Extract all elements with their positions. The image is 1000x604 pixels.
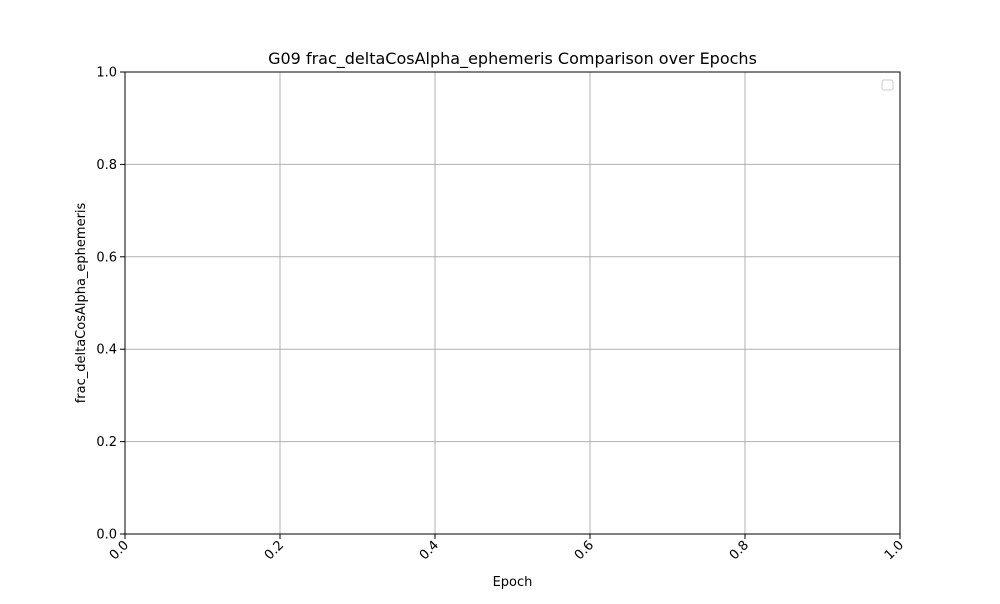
x-tick-label: 0.8: [727, 538, 752, 563]
y-tick-label: 0.0: [96, 528, 117, 543]
x-tick-label: 0.6: [572, 538, 597, 563]
y-tick-label: 0.2: [96, 435, 117, 450]
y-tick-label: 0.6: [96, 250, 117, 265]
y-tick-label: 0.8: [96, 158, 117, 173]
y-tick-label: 0.4: [96, 343, 117, 358]
grid-layer: [124, 71, 901, 535]
x-tick-label: 0.4: [417, 538, 442, 563]
y-tick-label: 1.0: [96, 66, 117, 81]
y-axis-label: frac_deltaCosAlpha_ephemeris: [74, 202, 89, 403]
chart-title: G09 frac_deltaCosAlpha_ephemeris Compari…: [268, 49, 757, 69]
x-tick-label: 1.0: [882, 538, 907, 563]
x-axis-label: Epoch: [493, 575, 533, 590]
x-tick-label: 0.2: [262, 538, 287, 563]
legend-box: [881, 79, 894, 91]
plot-area-frame: [124, 71, 901, 535]
tick-layer: 0.0 0.2 0.4 0.6 0.8 1.00.00.20.40.60.81.0: [96, 66, 907, 564]
